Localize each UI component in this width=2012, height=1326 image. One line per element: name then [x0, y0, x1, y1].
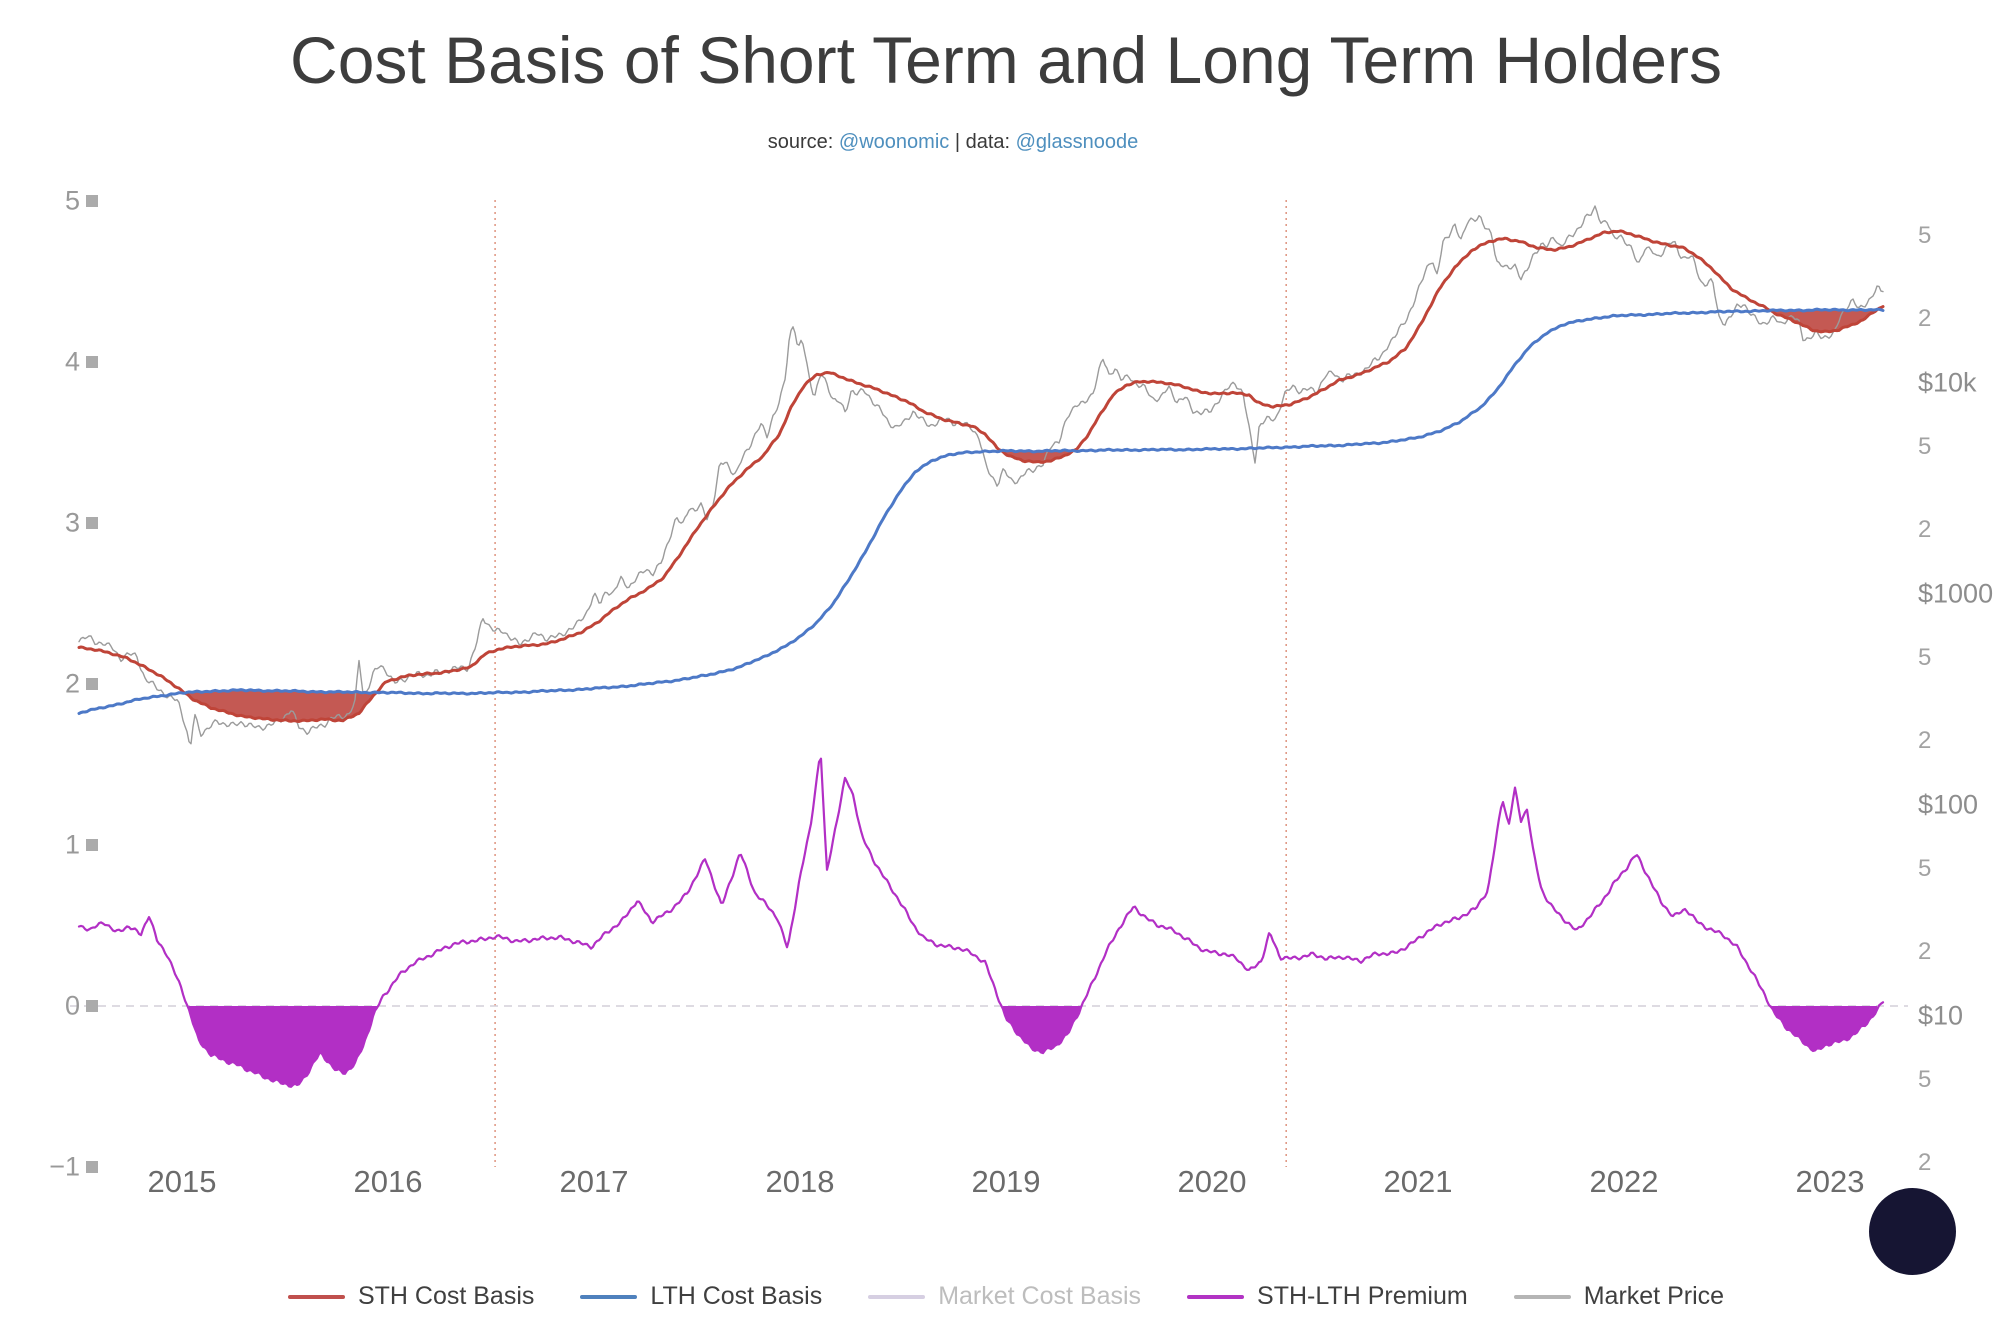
x-axis-year-label: 2022	[1589, 1164, 1659, 1199]
right-axis-tick-label: 5	[1918, 1065, 1932, 1093]
chart-subtitle: source: @woonomic | data: @glassnoode	[0, 131, 1906, 154]
right-axis-tick-label: 5	[1918, 221, 1932, 249]
x-axis-year-label: 2020	[1177, 1164, 1247, 1199]
subtitle-separator: | data:	[949, 131, 1016, 153]
right-axis-tick-label: 2	[1918, 305, 1932, 333]
legend-swatch	[1513, 1294, 1571, 1299]
sth-below-lth-fill	[1773, 309, 1875, 332]
left-axis-tick-square	[86, 678, 98, 690]
chart-legend: STH Cost Basis LTH Cost Basis Market Cost …	[0, 1282, 2012, 1311]
left-axis-tick-square	[86, 195, 98, 207]
left-axis-tick-square	[86, 356, 98, 368]
right-axis-tick-label: $10k	[1918, 367, 1977, 398]
legend-item-market-price[interactable]: Market Price	[1513, 1282, 1725, 1311]
legend-item-sth-lth-premium[interactable]: STH-LTH Premium	[1187, 1282, 1468, 1311]
legend-swatch	[868, 1294, 926, 1299]
left-axis-tick-label: 1	[64, 829, 80, 860]
x-axis-year-label: 2017	[559, 1164, 629, 1199]
legend-label: LTH Cost Basis	[650, 1282, 823, 1310]
left-axis-tick-square	[86, 517, 98, 529]
right-axis-tick-label: 5	[1918, 854, 1932, 882]
premium-negative-fill	[1771, 1006, 1877, 1051]
right-axis-tick-label: 2	[1918, 727, 1932, 755]
data-handle-link[interactable]: @glassnoode	[1015, 131, 1139, 153]
right-axis-tick-label: $1000	[1918, 578, 1994, 609]
x-axis-year-label: 2023	[1795, 1164, 1865, 1199]
source-handle-link[interactable]: @woonomic	[838, 131, 950, 153]
lth-cost-basis-line	[77, 307, 1885, 715]
left-axis-tick-label: 2	[64, 668, 80, 699]
legend-item-market-cost-basis[interactable]: Market Cost Basis	[868, 1282, 1141, 1311]
left-axis-tick-label: 5	[64, 185, 80, 216]
legend-swatch	[1187, 1294, 1245, 1299]
right-axis-tick-label: $10	[1918, 1000, 1964, 1031]
sth-lth-premium-line	[77, 757, 1885, 1088]
legend-item-sth-cost-basis[interactable]: STH Cost Basis	[287, 1282, 535, 1311]
legend-label: STH-LTH Premium	[1257, 1282, 1468, 1310]
market-price-line	[78, 205, 1884, 745]
right-axis-tick-label: 5	[1918, 643, 1932, 671]
right-axis-tick-label: 2	[1918, 938, 1932, 966]
legend-label: Market Price	[1583, 1282, 1725, 1310]
x-axis-year-label: 2018	[765, 1164, 835, 1199]
legend-label: Market Cost Basis	[938, 1282, 1142, 1310]
page-title: Cost Basis of Short Term and Long Term H…	[290, 23, 1722, 97]
legend-item-lth-cost-basis[interactable]: LTH Cost Basis	[580, 1282, 822, 1311]
x-axis-year-label: 2019	[971, 1164, 1041, 1199]
left-axis-tick-square	[86, 1161, 98, 1173]
subtitle-source-label: source:	[767, 131, 834, 153]
legend-swatch	[580, 1294, 638, 1299]
left-axis-tick-square	[86, 839, 98, 851]
x-axis-year-label: 2021	[1383, 1164, 1453, 1199]
left-axis-tick-label: 4	[64, 346, 80, 377]
left-axis-tick-label: 0	[64, 990, 80, 1021]
avatar-badge	[1869, 1188, 1956, 1275]
right-axis-tick-label: 5	[1918, 432, 1932, 460]
legend-label: STH Cost Basis	[357, 1282, 535, 1310]
right-axis-tick-label: 2	[1918, 516, 1932, 544]
premium-negative-fill	[189, 1006, 377, 1087]
right-axis-tick-label: $100	[1918, 789, 1979, 820]
sth-cost-basis-line	[77, 229, 1885, 723]
x-axis-year-label: 2015	[147, 1164, 217, 1199]
x-axis-year-label: 2016	[353, 1164, 423, 1199]
right-axis-tick-label: 2	[1918, 1149, 1932, 1177]
left-axis-tick-square	[86, 1000, 98, 1012]
left-axis-tick-label: 3	[64, 507, 80, 538]
legend-swatch	[287, 1294, 345, 1299]
left-axis-tick-label: −1	[49, 1151, 80, 1182]
